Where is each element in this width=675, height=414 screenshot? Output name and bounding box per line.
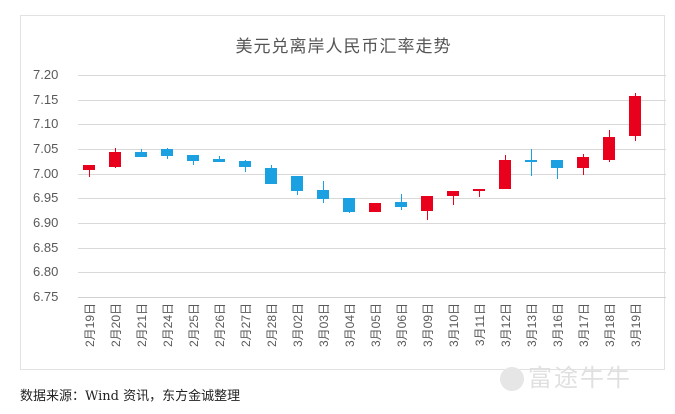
candle-body xyxy=(213,158,225,163)
gridline xyxy=(78,248,666,249)
x-tick-label: 3月17日 xyxy=(577,303,591,348)
candle-body xyxy=(187,155,199,162)
candle-body xyxy=(629,95,641,137)
candle-body xyxy=(83,165,95,171)
gridline xyxy=(78,272,666,273)
watermark-text: 富途牛牛 xyxy=(528,364,632,392)
candle-body xyxy=(525,160,537,163)
gridline xyxy=(78,149,666,150)
x-tick-label: 3月02日 xyxy=(291,303,305,348)
x-tick-label: 3月18日 xyxy=(603,303,617,348)
candle-body xyxy=(135,152,147,158)
x-tick-label: 3月19日 xyxy=(629,303,643,348)
candle-body xyxy=(551,160,563,168)
chart-frame: 美元兑离岸人民币汇率走势 7.20 7.15 7.10 7.05 7.00 6.95 6.9… xyxy=(20,15,666,370)
candle-body xyxy=(291,176,303,191)
candle-body xyxy=(395,201,407,208)
x-tick-label: 2月25日 xyxy=(187,303,201,348)
x-tick-label: 3月09日 xyxy=(421,303,435,348)
y-tick-label: 7.15 xyxy=(33,91,59,107)
x-tick-label: 3月04日 xyxy=(343,303,357,348)
candle-body xyxy=(421,196,433,212)
candle-body xyxy=(161,149,173,157)
y-tick-label: 7.05 xyxy=(33,141,59,156)
candle-body xyxy=(239,161,251,168)
watermark: 富途牛牛 xyxy=(500,358,632,393)
gridline xyxy=(78,100,666,101)
logo-icon xyxy=(500,367,524,391)
candle-wick xyxy=(531,149,532,177)
gridline xyxy=(78,75,666,76)
candle-body xyxy=(603,136,615,160)
candle-body xyxy=(109,152,121,168)
x-tick-label: 3月05日 xyxy=(369,303,383,348)
x-tick-label: 3月11日 xyxy=(473,303,487,347)
x-tick-label: 3月03日 xyxy=(317,303,331,348)
x-tick-label: 3月06日 xyxy=(395,303,409,348)
candle-body xyxy=(317,189,329,200)
y-tick-label: 6.80 xyxy=(33,264,59,280)
y-tick-label: 7.10 xyxy=(33,116,59,132)
x-tick-label: 2月20日 xyxy=(109,303,123,348)
candle-body xyxy=(265,168,277,184)
gridline xyxy=(78,223,666,224)
chart-title: 美元兑离岸人民币汇率走势 xyxy=(235,37,452,57)
gridline xyxy=(78,198,666,199)
y-tick-label: 6.75 xyxy=(33,289,59,304)
y-tick-label: 6.85 xyxy=(33,239,59,255)
y-tick-label: 6.95 xyxy=(33,190,59,206)
x-tick-label: 2月27日 xyxy=(239,303,253,348)
candle-body xyxy=(369,203,381,213)
x-tick-label: 2月19日 xyxy=(83,303,97,348)
x-tick-label: 2月26日 xyxy=(213,303,227,348)
x-tick-label: 2月21日 xyxy=(135,303,149,348)
gridline xyxy=(78,124,666,125)
x-tick-label: 3月16日 xyxy=(551,303,565,348)
y-tick-label: 7.00 xyxy=(33,165,59,181)
candle-wick xyxy=(479,189,480,198)
candle-body xyxy=(499,159,511,190)
candle-body xyxy=(447,190,459,197)
x-tick-label: 3月12日 xyxy=(499,303,513,348)
candle-wick xyxy=(89,165,90,178)
y-tick-label: 7.20 xyxy=(33,67,59,82)
candle-body xyxy=(343,198,355,213)
candle-wick xyxy=(557,160,558,179)
x-tick-label: 3月10日 xyxy=(447,303,461,348)
x-tick-label: 3月13日 xyxy=(525,303,539,348)
data-source-note: 数据来源：Wind 资讯，东方金诚整理 xyxy=(20,389,241,404)
gridline xyxy=(78,297,666,298)
x-tick-label: 2月24日 xyxy=(161,303,175,348)
y-tick-label: 6.90 xyxy=(33,215,59,230)
x-tick-label: 2月28日 xyxy=(265,303,279,348)
candle-wick xyxy=(453,190,454,206)
candle-body xyxy=(577,156,589,168)
gridline xyxy=(78,174,666,175)
candle-body xyxy=(473,189,485,192)
